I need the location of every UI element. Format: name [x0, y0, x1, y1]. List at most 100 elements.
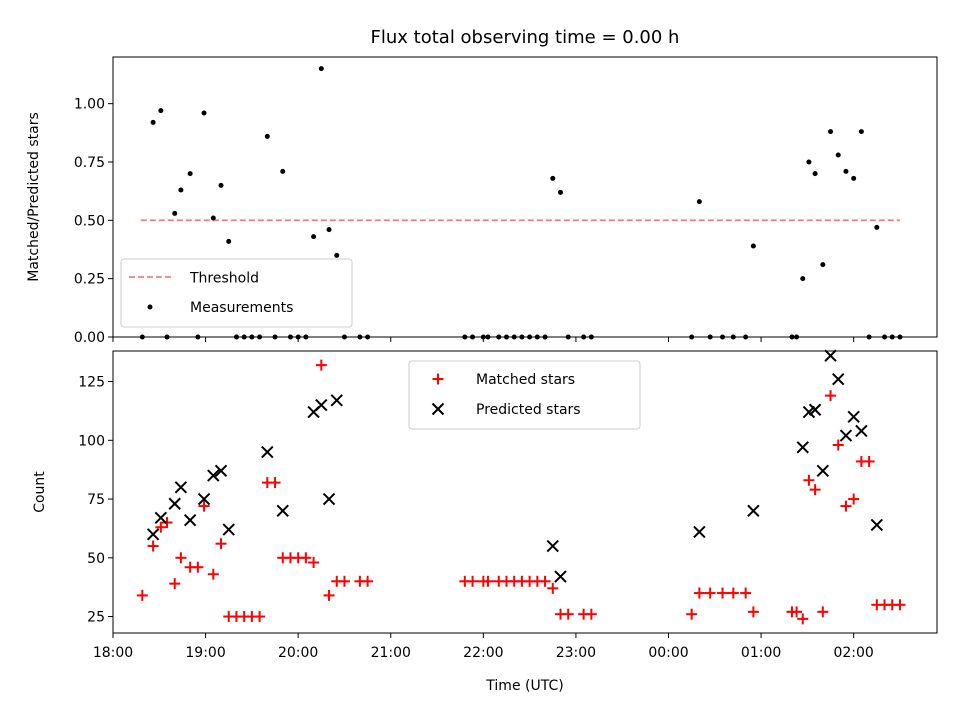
matched-star-marker [817, 606, 829, 618]
measurement-point [218, 182, 224, 188]
measurement-point [550, 175, 556, 181]
bottom-x-tick-label: 02:00 [833, 645, 873, 661]
matched-star-marker [727, 587, 739, 599]
measurement-point [158, 108, 164, 114]
top-y-tick-label: 0.25 [74, 272, 105, 288]
matched-star-marker [747, 606, 759, 618]
bottom-y-tick-label: 25 [87, 610, 105, 626]
predicted-star-marker [322, 492, 336, 506]
matched-star-marker [198, 500, 210, 512]
matched-star-marker [894, 599, 906, 611]
predicted-star-marker [222, 523, 235, 536]
measurement-point [874, 224, 880, 230]
measurement-point [851, 175, 857, 181]
threshold-legend-label: Threshold [189, 271, 259, 287]
predicted-star-marker [174, 481, 188, 494]
predicted-star-marker [554, 570, 567, 583]
measurement-point [557, 189, 563, 195]
bottom-x-tick-label: 23:00 [556, 645, 596, 661]
matched-star-marker [338, 575, 350, 587]
matched-stars-markers [136, 359, 906, 625]
top-y-tick-label: 1.00 [74, 97, 105, 113]
matched-star-marker [467, 575, 479, 587]
matched-star-marker [825, 390, 837, 402]
predicted-star-marker [261, 445, 274, 459]
measurement-point [326, 227, 332, 233]
top-y-tick-label: 0.75 [74, 155, 105, 171]
predicted-stars-markers [146, 349, 884, 583]
bottom-y-tick-label: 50 [87, 551, 105, 567]
matched-star-marker [717, 587, 729, 599]
matched-star-marker [269, 477, 281, 489]
top-legend: Threshold Measurements [120, 258, 353, 328]
matched-star-marker [693, 587, 705, 599]
predicted-star-marker [796, 441, 809, 454]
measurement-point [311, 234, 317, 240]
matched-legend-marker [432, 373, 444, 385]
bottom-y-ticks: 25 50 75 100 125 [78, 375, 113, 626]
measurements-legend-swatch [147, 304, 153, 310]
measurement-point [828, 129, 834, 135]
top-ylabel: Matched/Predicted stars [26, 112, 42, 282]
matched-star-marker [803, 474, 815, 486]
measurement-point [812, 171, 818, 177]
top-y-ticks: 0.00 0.25 0.50 0.75 1.00 [74, 97, 113, 346]
bottom-legend: Matched stars Predicted stars [408, 360, 641, 430]
predicted-star-marker [154, 511, 168, 525]
measurements-legend-label: Measurements [190, 300, 293, 316]
bottom-count-panel: Count Time (UTC) 25 50 75 100 125 18:00 19:00… [32, 349, 938, 694]
bottom-xlabel: Time (UTC) [485, 678, 563, 694]
predicted-star-marker [870, 518, 884, 532]
matched-star-marker [169, 578, 181, 590]
top-axes-frame [112, 56, 938, 338]
measurement-point [800, 276, 806, 282]
top-ratio-panel: Matched/Predicted stars 0.00 0.25 0.50 0.75… [26, 56, 938, 346]
measurement-point [226, 238, 232, 244]
predicted-star-marker [816, 464, 830, 478]
measurement-point [334, 252, 340, 258]
predicted-star-marker [855, 424, 868, 438]
matched-star-marker [323, 589, 335, 601]
matched-star-marker [147, 540, 159, 552]
matched-star-marker [136, 589, 148, 601]
matched-star-marker [161, 517, 173, 529]
bottom-legend-box [408, 360, 641, 430]
measurement-point [187, 171, 193, 177]
measurement-point [172, 210, 178, 216]
top-legend-box [120, 258, 353, 328]
matched-star-marker [175, 552, 187, 564]
predicted-stars-legend-label: Predicted stars [476, 402, 581, 418]
predicted-star-marker [839, 429, 853, 442]
matched-star-marker [547, 582, 559, 594]
bottom-x-tick-label: 19:00 [185, 645, 225, 661]
measurement-point [820, 262, 826, 268]
matched-star-marker [482, 575, 494, 587]
bottom-y-tick-label: 100 [78, 433, 105, 449]
predicted-star-marker [832, 372, 845, 386]
predicted-star-marker [146, 528, 160, 541]
predicted-star-marker [276, 504, 289, 518]
predicted-star-marker [824, 349, 837, 362]
predicted-stars-legend-swatch [431, 402, 445, 416]
measurement-point [201, 110, 207, 116]
top-y-tick-label: 0.00 [74, 330, 105, 346]
predicted-star-marker [207, 469, 220, 482]
matched-star-marker [308, 557, 320, 568]
predicted-star-marker [546, 539, 559, 553]
matched-star-marker [539, 575, 551, 587]
measurement-point [178, 187, 184, 193]
bottom-x-tick-label: 20:00 [278, 645, 318, 661]
matched-star-marker [840, 500, 852, 512]
measurement-point [858, 129, 864, 135]
matched-star-marker [809, 484, 821, 496]
predicted-star-marker [214, 464, 228, 478]
predicted-star-marker [693, 525, 706, 539]
measurement-point [150, 119, 156, 125]
matched-star-marker [192, 561, 204, 573]
matched-star-marker [215, 538, 227, 550]
bottom-x-tick-label: 00:00 [648, 645, 688, 661]
measurement-point [806, 159, 812, 165]
measurement-point [835, 152, 841, 158]
